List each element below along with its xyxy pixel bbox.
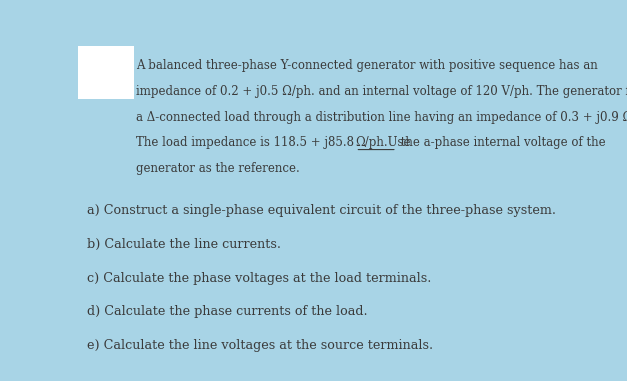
Text: impedance of 0.2 + j0.5 Ω/ph. and an internal voltage of 120 V/ph. The generator: impedance of 0.2 + j0.5 Ω/ph. and an int… [135, 85, 627, 98]
Text: a) Construct a single-phase equivalent circuit of the three-phase system.: a) Construct a single-phase equivalent c… [87, 204, 556, 217]
Text: Ω/ph.Use: Ω/ph.Use [356, 136, 411, 149]
Text: a Δ-connected load through a distribution line having an impedance of 0.3 + j0.9: a Δ-connected load through a distributio… [135, 110, 627, 123]
Text: the a-phase internal voltage of the: the a-phase internal voltage of the [397, 136, 606, 149]
Text: e) Calculate the line voltages at the source terminals.: e) Calculate the line voltages at the so… [87, 339, 433, 352]
Bar [78, 46, 134, 99]
Text: The load impedance is 118.5 + j85.8: The load impedance is 118.5 + j85.8 [135, 136, 357, 149]
Text: c) Calculate the phase voltages at the load terminals.: c) Calculate the phase voltages at the l… [87, 272, 431, 285]
Text: A balanced three-phase Y-connected generator with positive sequence has an: A balanced three-phase Y-connected gener… [135, 59, 598, 72]
Text: d) Calculate the phase currents of the load.: d) Calculate the phase currents of the l… [87, 305, 368, 319]
Text: generator as the reference.: generator as the reference. [135, 162, 300, 175]
Text: b) Calculate the line currents.: b) Calculate the line currents. [87, 238, 281, 251]
